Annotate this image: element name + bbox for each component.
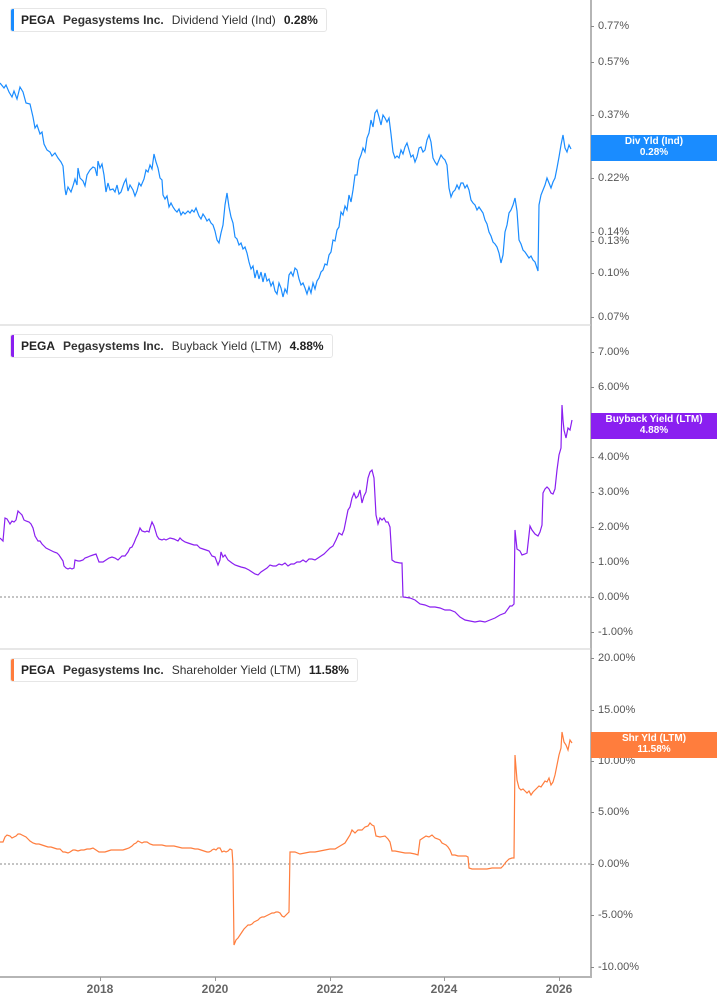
y-tick-label: 0.00% xyxy=(598,858,630,870)
y-tick-label: 7.00% xyxy=(598,346,630,358)
y-tick-label: 5.00% xyxy=(598,806,630,818)
ticker-label: PEGA xyxy=(21,13,56,27)
y-tick-mark xyxy=(591,527,594,528)
metric-value: 4.88% xyxy=(289,339,324,353)
ticker-label: PEGA xyxy=(21,339,56,353)
y-tick-label: 0.37% xyxy=(598,109,630,121)
y-tick-label: 15.00% xyxy=(598,704,636,716)
metric-label: Dividend Yield (Ind) xyxy=(171,13,276,27)
y-tick-label: 0.07% xyxy=(598,311,630,323)
y-tick-mark xyxy=(591,232,594,233)
shareholder-yield-line xyxy=(0,731,573,946)
x-tick-mark xyxy=(215,977,216,981)
company-label: Pegasystems Inc. xyxy=(63,663,164,677)
x-tick-mark xyxy=(330,977,331,981)
y-tick-label: 0.77% xyxy=(598,20,630,32)
legend-dividend-yield[interactable]: PEGA Pegasystems Inc. Dividend Yield (In… xyxy=(10,8,327,32)
y-tick-mark xyxy=(591,492,594,493)
series-color-swatch xyxy=(11,335,14,357)
x-tick-label: 2018 xyxy=(86,982,114,996)
y-tick-mark xyxy=(591,597,594,598)
y-tick-label: 10.00% xyxy=(598,755,636,767)
flag-value: 11.58% xyxy=(637,744,671,755)
y-tick-label: -5.00% xyxy=(598,909,633,921)
y-tick-mark xyxy=(591,632,594,633)
metric-label: Buyback Yield (LTM) xyxy=(171,339,282,353)
x-tick-mark xyxy=(559,977,560,981)
metric-value: 0.28% xyxy=(283,13,318,27)
y-tick-label: 0.13% xyxy=(598,235,630,247)
metric-label: Shareholder Yield (LTM) xyxy=(171,663,301,677)
y-tick-label: 2.00% xyxy=(598,521,630,533)
y-tick-label: 6.00% xyxy=(598,381,630,393)
y-tick-mark xyxy=(591,26,594,27)
flag-value: 4.88% xyxy=(639,425,669,436)
current-value-flag-dividend: Div Yld (Ind) 0.28% xyxy=(591,135,717,161)
y-tick-mark xyxy=(591,241,594,242)
y-tick-label: 0.10% xyxy=(598,267,630,279)
y-tick-label: 0.14% xyxy=(598,226,630,238)
x-tick-mark xyxy=(100,977,101,981)
company-label: Pegasystems Inc. xyxy=(63,13,164,27)
y-tick-label: 4.00% xyxy=(598,451,630,463)
y-tick-mark xyxy=(591,967,594,968)
ticker-label: PEGA xyxy=(21,663,56,677)
y-tick-mark xyxy=(591,761,594,762)
y-tick-mark xyxy=(591,387,594,388)
y-tick-label: -1.00% xyxy=(598,626,633,638)
flag-value: 0.28% xyxy=(639,147,669,158)
metric-value: 11.58% xyxy=(308,663,349,677)
series-color-swatch xyxy=(11,9,14,31)
x-tick-label: 2020 xyxy=(201,982,229,996)
y-tick-mark xyxy=(591,115,594,116)
y-tick-label: 20.00% xyxy=(598,652,636,664)
x-tick-label: 2026 xyxy=(545,982,573,996)
y-tick-mark xyxy=(591,273,594,274)
legend-buyback-yield[interactable]: PEGA Pegasystems Inc. Buyback Yield (LTM… xyxy=(10,334,333,358)
y-tick-mark xyxy=(591,457,594,458)
y-tick-mark xyxy=(591,317,594,318)
flag-label: Shr Yld (LTM) xyxy=(621,733,687,744)
dividend-yield-line xyxy=(0,82,572,298)
x-tick-mark xyxy=(444,977,445,981)
y-tick-mark xyxy=(591,178,594,179)
x-tick-label: 2024 xyxy=(430,982,458,996)
legend-shareholder-yield[interactable]: PEGA Pegasystems Inc. Shareholder Yield … xyxy=(10,658,358,682)
y-tick-mark xyxy=(591,864,594,865)
series-color-swatch xyxy=(11,659,14,681)
current-value-flag-shareholder: Shr Yld (LTM) 11.58% xyxy=(591,732,717,758)
y-tick-mark xyxy=(591,562,594,563)
buyback-yield-line xyxy=(0,404,573,623)
flag-label: Div Yld (Ind) xyxy=(624,136,684,147)
y-tick-label: 3.00% xyxy=(598,486,630,498)
y-tick-label: 0.22% xyxy=(598,172,630,184)
y-tick-label: 1.00% xyxy=(598,556,630,568)
flag-label: Buyback Yield (LTM) xyxy=(605,414,703,425)
current-value-flag-buyback: Buyback Yield (LTM) 4.88% xyxy=(591,413,717,439)
x-tick-label: 2022 xyxy=(316,982,344,996)
y-tick-label: -10.00% xyxy=(598,961,639,973)
y-tick-mark xyxy=(591,915,594,916)
y-tick-mark xyxy=(591,710,594,711)
y-tick-mark xyxy=(591,352,594,353)
y-tick-mark xyxy=(591,62,594,63)
y-tick-label: 0.57% xyxy=(598,56,630,68)
y-tick-mark xyxy=(591,812,594,813)
y-tick-mark xyxy=(591,658,594,659)
company-label: Pegasystems Inc. xyxy=(63,339,164,353)
y-tick-label: 0.00% xyxy=(598,591,630,603)
